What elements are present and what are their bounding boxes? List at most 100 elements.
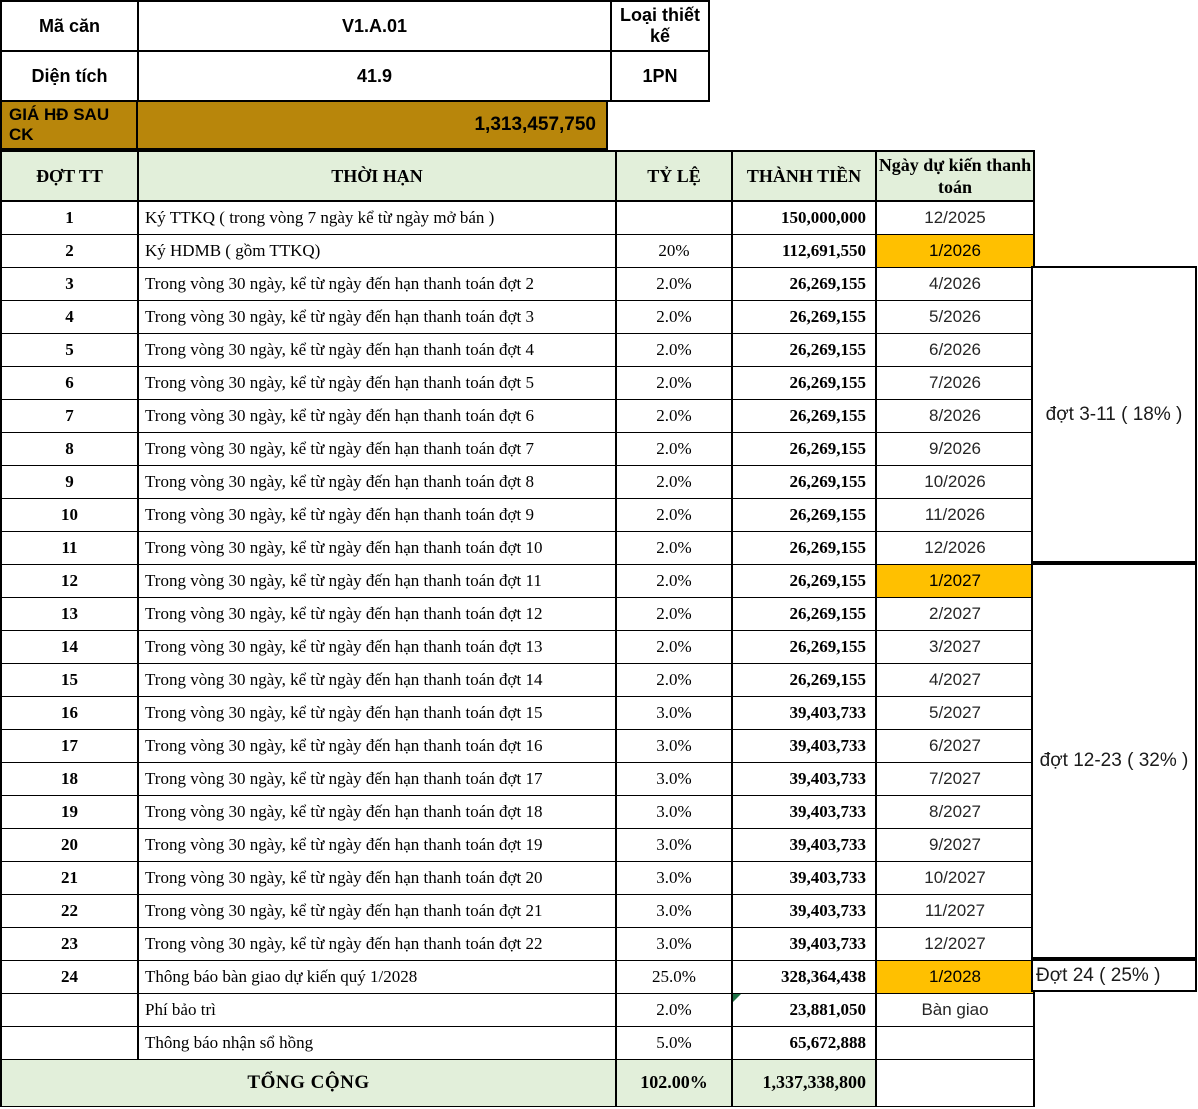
- cell-date[interactable]: 7/2026: [875, 365, 1035, 400]
- cell-rate[interactable]: 2.0%: [615, 662, 733, 697]
- cell-term[interactable]: Trong vòng 30 ngày, kể từ ngày đến hạn t…: [137, 464, 617, 499]
- cell-amount[interactable]: 150,000,000: [731, 200, 877, 235]
- cell-term[interactable]: Trong vòng 30 ngày, kể từ ngày đến hạn t…: [137, 695, 617, 730]
- cell-date[interactable]: 7/2027: [875, 761, 1035, 796]
- cell-rate[interactable]: 2.0%: [615, 332, 733, 367]
- cell-stt[interactable]: 23: [0, 926, 139, 961]
- cell-stt[interactable]: 7: [0, 398, 139, 433]
- contract-price-value-cell[interactable]: 1,313,457,750: [474, 114, 596, 135]
- cell-term[interactable]: Trong vòng 30 ngày, kể từ ngày đến hạn t…: [137, 629, 617, 664]
- cell-date[interactable]: 9/2027: [875, 827, 1035, 862]
- cell-date[interactable]: 12/2025: [875, 200, 1035, 235]
- cell-stt[interactable]: 10: [0, 497, 139, 532]
- header-cell-term[interactable]: THỜI HẠN: [137, 150, 617, 202]
- cell-rate[interactable]: 2.0%: [615, 596, 733, 631]
- annotation-stage-24[interactable]: Đợt 24 ( 25% ): [1031, 959, 1197, 992]
- cell-rate[interactable]: 3.0%: [615, 761, 733, 796]
- cell-date[interactable]: 9/2026: [875, 431, 1035, 466]
- cell-term[interactable]: Thông báo nhận sổ hồng: [137, 1025, 617, 1060]
- cell-rate[interactable]: 25.0%: [615, 959, 733, 994]
- cell-term[interactable]: Ký TTKQ ( trong vòng 7 ngày kể từ ngày m…: [137, 200, 617, 235]
- cell-amount[interactable]: 26,269,155: [731, 596, 877, 631]
- annotation-stage-12-23[interactable]: đợt 12-23 ( 32% ): [1031, 563, 1197, 959]
- cell-rate[interactable]: [615, 200, 733, 235]
- cell-rate[interactable]: 3.0%: [615, 794, 733, 829]
- unit-code-label-cell[interactable]: Mã căn: [0, 0, 139, 52]
- cell-rate[interactable]: 3.0%: [615, 695, 733, 730]
- cell-rate[interactable]: 3.0%: [615, 827, 733, 862]
- cell-stt[interactable]: 22: [0, 893, 139, 928]
- cell-date[interactable]: 3/2027: [875, 629, 1035, 664]
- cell-stt[interactable]: 5: [0, 332, 139, 367]
- cell-amount[interactable]: 65,672,888: [731, 1025, 877, 1060]
- cell-term[interactable]: Ký HDMB ( gồm TTKQ): [137, 233, 617, 268]
- cell-rate[interactable]: 2.0%: [615, 266, 733, 301]
- cell-date[interactable]: 1/2027: [875, 563, 1035, 598]
- cell-amount[interactable]: 39,403,733: [731, 893, 877, 928]
- cell-term[interactable]: Trong vòng 30 ngày, kể từ ngày đến hạn t…: [137, 563, 617, 598]
- cell-date[interactable]: 1/2026: [875, 233, 1035, 268]
- cell-stt[interactable]: 4: [0, 299, 139, 334]
- annotation-stage-3-11[interactable]: đợt 3-11 ( 18% ): [1031, 266, 1197, 563]
- cell-stt[interactable]: [0, 992, 139, 1027]
- cell-term[interactable]: Trong vòng 30 ngày, kể từ ngày đến hạn t…: [137, 662, 617, 697]
- cell-term[interactable]: Trong vòng 30 ngày, kể từ ngày đến hạn t…: [137, 827, 617, 862]
- cell-rate[interactable]: 3.0%: [615, 728, 733, 763]
- cell-rate[interactable]: 2.0%: [615, 563, 733, 598]
- cell-amount[interactable]: 26,269,155: [731, 332, 877, 367]
- cell-amount[interactable]: 39,403,733: [731, 827, 877, 862]
- cell-term[interactable]: Trong vòng 30 ngày, kể từ ngày đến hạn t…: [137, 794, 617, 829]
- cell-stt[interactable]: 19: [0, 794, 139, 829]
- cell-amount[interactable]: 39,403,733: [731, 926, 877, 961]
- cell-stt[interactable]: 13: [0, 596, 139, 631]
- unit-code-value-cell[interactable]: V1.A.01: [137, 0, 612, 52]
- cell-amount[interactable]: 39,403,733: [731, 695, 877, 730]
- cell-amount[interactable]: 26,269,155: [731, 431, 877, 466]
- cell-term[interactable]: Trong vòng 30 ngày, kể từ ngày đến hạn t…: [137, 596, 617, 631]
- cell-amount[interactable]: 112,691,550: [731, 233, 877, 268]
- cell-stt[interactable]: 17: [0, 728, 139, 763]
- cell-term[interactable]: Trong vòng 30 ngày, kể từ ngày đến hạn t…: [137, 761, 617, 796]
- cell-amount[interactable]: 39,403,733: [731, 728, 877, 763]
- cell-term[interactable]: Trong vòng 30 ngày, kể từ ngày đến hạn t…: [137, 860, 617, 895]
- header-cell-due-date[interactable]: Ngày dự kiến thanh toán: [875, 150, 1035, 202]
- cell-stt[interactable]: 16: [0, 695, 139, 730]
- cell-date[interactable]: 1/2028: [875, 959, 1035, 994]
- total-label-cell[interactable]: TỔNG CỘNG: [0, 1058, 617, 1107]
- cell-term[interactable]: Trong vòng 30 ngày, kể từ ngày đến hạn t…: [137, 299, 617, 334]
- cell-date[interactable]: 4/2027: [875, 662, 1035, 697]
- cell-stt[interactable]: 12: [0, 563, 139, 598]
- cell-rate[interactable]: 2.0%: [615, 992, 733, 1027]
- total-rate-cell[interactable]: 102.00%: [615, 1058, 733, 1107]
- cell-stt[interactable]: 21: [0, 860, 139, 895]
- contract-price-label-cell[interactable]: GIÁ HĐ SAU CK: [2, 102, 138, 148]
- cell-amount[interactable]: 26,269,155: [731, 299, 877, 334]
- cell-term[interactable]: Trong vòng 30 ngày, kể từ ngày đến hạn t…: [137, 497, 617, 532]
- cell-amount[interactable]: 26,269,155: [731, 266, 877, 301]
- cell-rate[interactable]: 20%: [615, 233, 733, 268]
- cell-date[interactable]: 10/2026: [875, 464, 1035, 499]
- cell-stt[interactable]: 20: [0, 827, 139, 862]
- cell-term[interactable]: Trong vòng 30 ngày, kể từ ngày đến hạn t…: [137, 893, 617, 928]
- cell-term[interactable]: Phí bảo trì: [137, 992, 617, 1027]
- cell-rate[interactable]: 2.0%: [615, 398, 733, 433]
- cell-date[interactable]: 2/2027: [875, 596, 1035, 631]
- cell-date[interactable]: 12/2027: [875, 926, 1035, 961]
- header-cell-stage[interactable]: ĐỢT TT: [0, 150, 139, 202]
- cell-date[interactable]: 10/2027: [875, 860, 1035, 895]
- design-type-label-cell[interactable]: Loại thiết kế: [610, 0, 710, 52]
- total-amount-cell[interactable]: 1,337,338,800: [731, 1058, 877, 1107]
- cell-amount[interactable]: 26,269,155: [731, 365, 877, 400]
- cell-rate[interactable]: 5.0%: [615, 1025, 733, 1060]
- cell-date[interactable]: Bàn giao: [875, 992, 1035, 1027]
- cell-date[interactable]: 5/2026: [875, 299, 1035, 334]
- cell-amount[interactable]: 39,403,733: [731, 860, 877, 895]
- cell-date[interactable]: 11/2027: [875, 893, 1035, 928]
- cell-stt[interactable]: [0, 1025, 139, 1060]
- cell-amount[interactable]: 23,881,050: [731, 992, 877, 1027]
- cell-term[interactable]: Trong vòng 30 ngày, kể từ ngày đến hạn t…: [137, 266, 617, 301]
- cell-amount[interactable]: 39,403,733: [731, 761, 877, 796]
- cell-term[interactable]: Trong vòng 30 ngày, kể từ ngày đến hạn t…: [137, 398, 617, 433]
- area-value-cell[interactable]: 41.9: [137, 50, 612, 102]
- cell-rate[interactable]: 3.0%: [615, 893, 733, 928]
